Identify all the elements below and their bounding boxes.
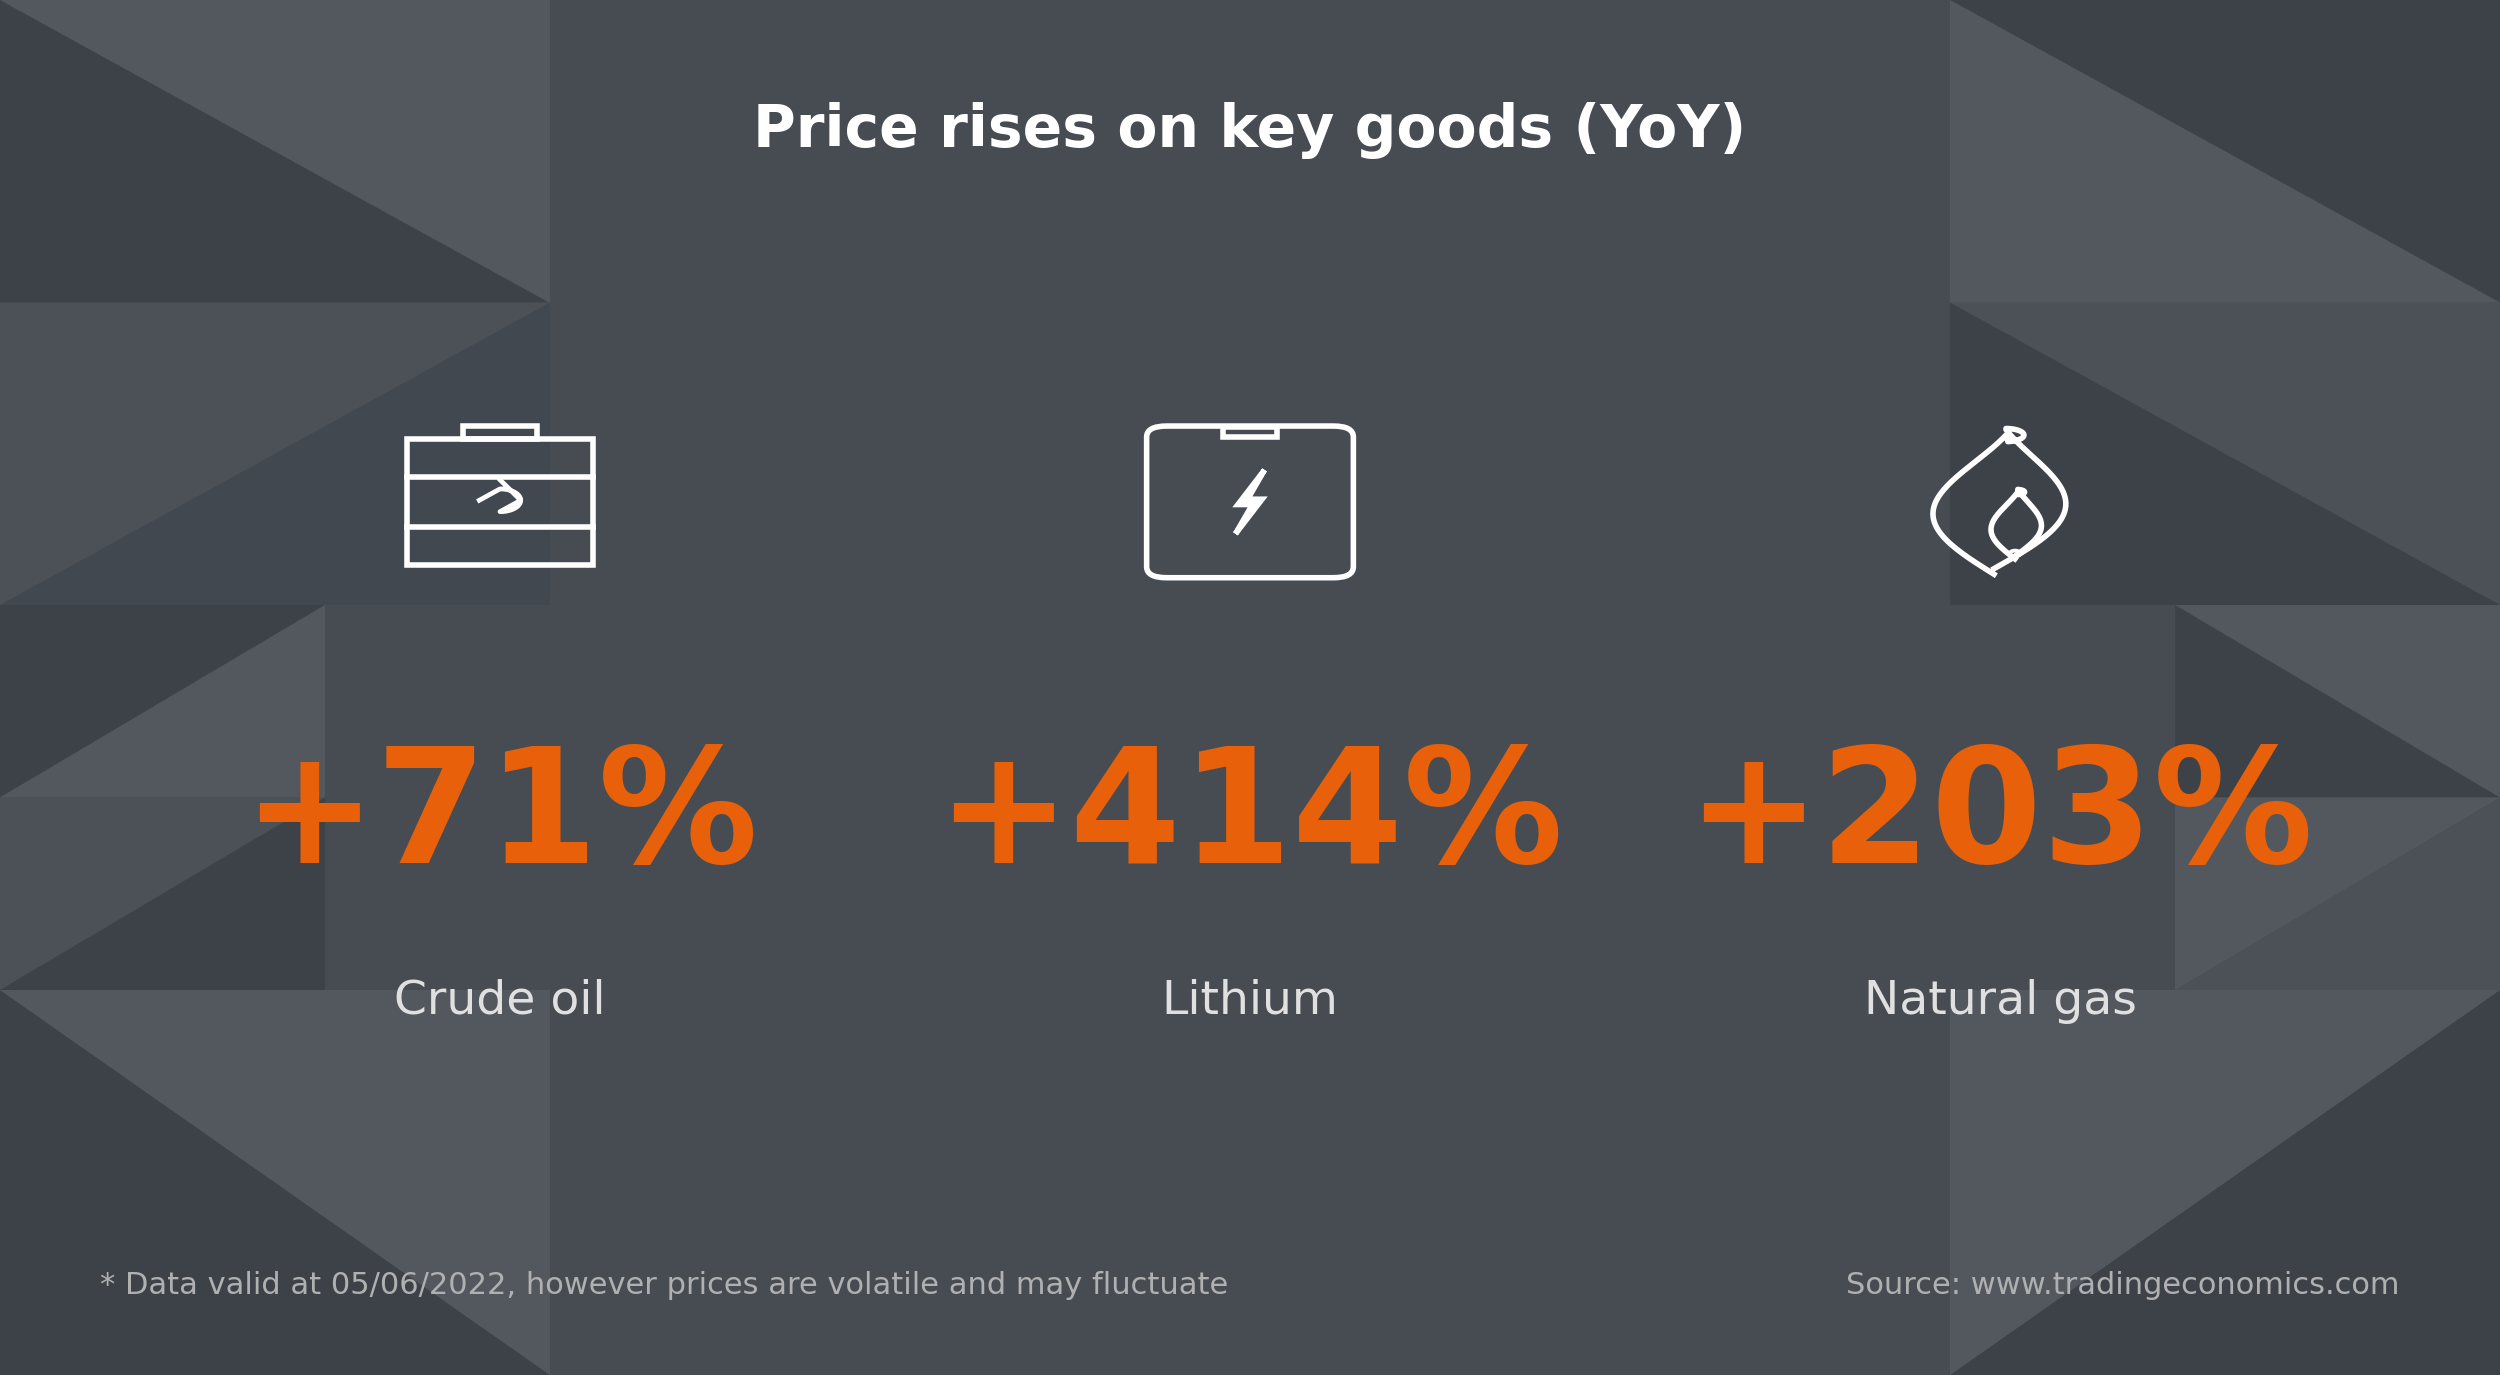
Polygon shape <box>2175 798 2500 990</box>
Text: Source: www.tradingeconomics.com: Source: www.tradingeconomics.com <box>1848 1270 2400 1301</box>
Polygon shape <box>2175 605 2500 798</box>
Polygon shape <box>0 0 550 302</box>
Polygon shape <box>2175 798 2500 990</box>
Text: Price rises on key goods (YoY): Price rises on key goods (YoY) <box>752 102 1748 160</box>
Polygon shape <box>0 798 325 990</box>
Polygon shape <box>0 605 325 798</box>
Polygon shape <box>0 990 550 1375</box>
Polygon shape <box>1950 0 2500 302</box>
Text: * Data valid at 05/06/2022, however prices are volatile and may fluctuate: * Data valid at 05/06/2022, however pric… <box>100 1270 1228 1301</box>
Polygon shape <box>1950 990 2500 1375</box>
Polygon shape <box>1950 302 2500 605</box>
Polygon shape <box>1950 0 2500 302</box>
Text: Natural gas: Natural gas <box>1862 979 2138 1023</box>
Polygon shape <box>0 798 325 990</box>
Text: Lithium: Lithium <box>1162 979 1338 1023</box>
Polygon shape <box>0 302 550 605</box>
Text: Crude oil: Crude oil <box>395 979 605 1023</box>
Polygon shape <box>0 302 550 605</box>
Polygon shape <box>1950 302 2500 605</box>
Text: +414%: +414% <box>938 741 1562 895</box>
Polygon shape <box>0 990 550 1375</box>
Text: +71%: +71% <box>242 741 758 895</box>
Polygon shape <box>1950 990 2500 1375</box>
Polygon shape <box>0 0 550 302</box>
Polygon shape <box>2175 605 2500 798</box>
Polygon shape <box>0 605 325 798</box>
Text: +203%: +203% <box>1688 741 2312 895</box>
